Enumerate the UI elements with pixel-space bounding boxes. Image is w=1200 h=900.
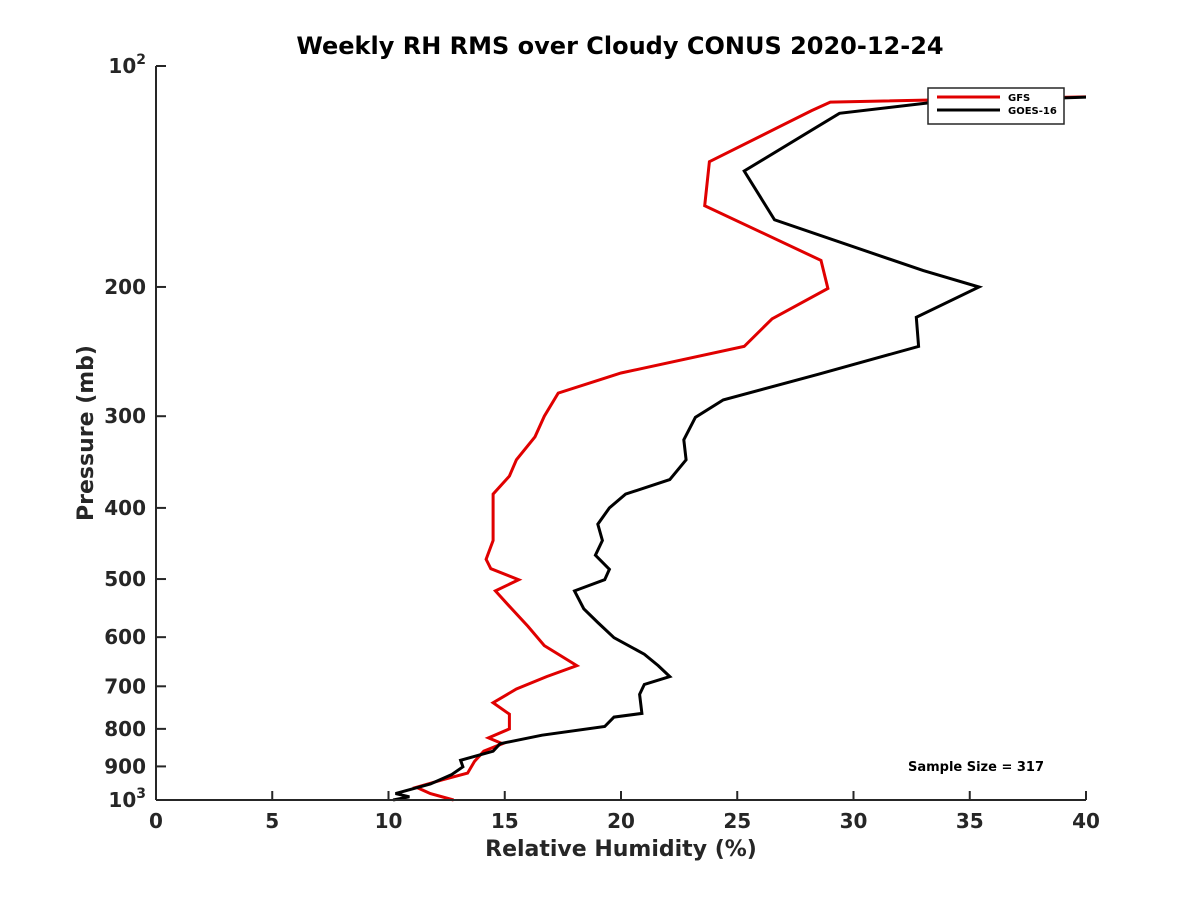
legend: GFS GOES-16 (927, 87, 1065, 125)
x-tick-label: 10 (375, 809, 403, 833)
x-tick-label: 25 (723, 809, 751, 833)
y-tick-label: 500 (104, 567, 146, 591)
x-tick-label: 15 (491, 809, 519, 833)
x-tick-label: 40 (1072, 809, 1100, 833)
legend-label-gfs: GFS (1008, 93, 1030, 104)
series-line-goes-16 (392, 95, 1086, 802)
chart-title: Weekly RH RMS over Cloudy CONUS 2020-12-… (296, 32, 943, 60)
y-tick-label: 600 (104, 625, 146, 649)
y-tick-label: 800 (104, 717, 146, 741)
y-tick-label: 103 (108, 786, 146, 812)
legend-box (927, 87, 1065, 125)
y-axis-label: Pressure (mb) (74, 345, 99, 521)
x-tick-label: 0 (149, 809, 163, 833)
sample-size-annotation: Sample Size = 317 (908, 760, 1044, 775)
x-axis-label: Relative Humidity (%) (485, 837, 757, 862)
x-tick-label: 30 (840, 809, 868, 833)
x-tick-label: 20 (607, 809, 635, 833)
x-tick-label: 35 (956, 809, 984, 833)
legend-label-goes-16: GOES-16 (1008, 106, 1057, 117)
y-tick-label: 900 (104, 754, 146, 778)
y-tick-label: 200 (104, 275, 146, 299)
y-tick-label: 400 (104, 496, 146, 520)
y-tick-label: 700 (104, 674, 146, 698)
y-tick-label: 300 (104, 404, 146, 428)
y-tick-label: 102 (108, 52, 146, 78)
x-tick-label: 5 (265, 809, 279, 833)
